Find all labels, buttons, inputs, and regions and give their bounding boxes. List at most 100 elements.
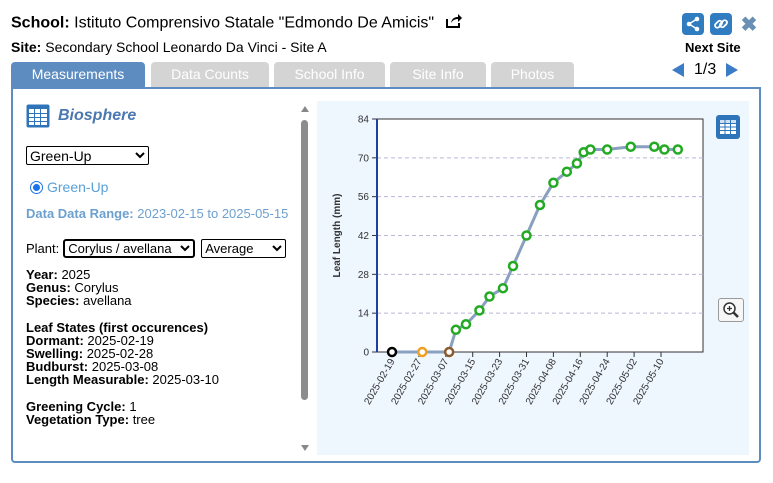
data-point [625, 141, 636, 152]
data-point [474, 305, 485, 316]
section-title: Biosphere [58, 107, 137, 124]
site-label: Site: [11, 39, 42, 55]
plant-row: Plant: Corylus / avellana Average [26, 239, 306, 258]
data-point [585, 144, 596, 155]
radio-button[interactable] [30, 180, 43, 194]
stat-select[interactable]: Average [201, 239, 287, 258]
link-icon[interactable] [710, 13, 732, 35]
cycle-info: Greening Cycle: 1 Vegetation Type: tree [26, 400, 306, 426]
y-tick-label: 28 [358, 270, 370, 281]
y-tick-label: 0 [363, 348, 369, 359]
y-tick-label: 56 [358, 192, 370, 203]
close-icon[interactable]: ✖ [740, 13, 758, 36]
greening-value: 1 [129, 399, 137, 414]
species-label: Species: [26, 293, 80, 308]
school-title: School: Istituto Comprensivo Statale "Ed… [11, 13, 463, 34]
plant-label: Plant: [26, 241, 60, 256]
greening-label: Greening Cycle: [26, 399, 126, 414]
dormant-label: Dormant: [26, 333, 84, 348]
data-point [649, 141, 660, 152]
data-point [507, 260, 519, 272]
green-up-radio[interactable]: Green-Up [30, 179, 306, 195]
section-header: Biosphere [26, 104, 306, 128]
scroll-thumb[interactable] [301, 120, 308, 400]
plant-select-value: Corylus / avellana [68, 241, 172, 256]
school-name: Istituto Comprensivo Statale "Edmondo De… [74, 14, 435, 32]
protocol-select-value: Green-Up [30, 147, 92, 164]
prev-arrow-icon[interactable] [672, 63, 684, 77]
veg-value: tree [132, 412, 156, 427]
length-value: 2025-03-10 [152, 372, 219, 387]
y-tick-label: 84 [358, 115, 370, 126]
tab-photos[interactable]: Photos [491, 62, 574, 87]
date-range-label: Data Data Range: [26, 206, 134, 221]
site-title: Site: Secondary School Leonardo Da Vinci… [11, 39, 327, 55]
genus-value: Corylus [74, 280, 119, 295]
date-range: Data Data Range: 2023-02-15 to 2025-05-1… [26, 203, 306, 225]
data-point [417, 346, 428, 358]
data-point [484, 291, 495, 302]
scroll-down-icon[interactable] [300, 445, 309, 451]
measurements-panel: Biosphere Green-Up Green-Up Data Data Ra… [11, 87, 761, 463]
date-range-value: 2023-02-15 to 2025-05-15 [137, 206, 289, 221]
protocol-select[interactable]: Green-Up [26, 146, 149, 165]
site-name: Secondary School Leonardo Da Vinci - Sit… [45, 39, 327, 55]
y-tick-label: 70 [358, 153, 370, 164]
leaf-states-title: Leaf States (first occurences) [26, 320, 209, 335]
budburst-value: 2025-03-08 [91, 359, 159, 374]
y-tick-label: 42 [358, 231, 370, 242]
length-label: Length Measurable: [26, 372, 149, 387]
chart-area: 0 14 28 42 56 70 84 Leaf Length (mm) 2025-02-19 2… [317, 101, 749, 455]
top-actions: ✖ [682, 13, 760, 36]
tab-measurements[interactable]: Measurements [11, 62, 145, 87]
data-point [386, 346, 398, 358]
zoom-in-icon [723, 302, 739, 318]
data-point [561, 166, 573, 177]
swelling-label: Swelling: [26, 346, 84, 361]
veg-label: Vegetation Type: [26, 412, 130, 427]
year-label: Year: [26, 267, 58, 282]
stat-select-value: Average [205, 241, 254, 256]
genus-label: Genus: [26, 280, 71, 295]
budburst-label: Budburst: [26, 359, 89, 374]
swelling-value: 2025-02-28 [86, 346, 154, 361]
site-pager: 1/3 [672, 61, 739, 79]
chevron-down-icon [135, 152, 145, 159]
data-point [571, 158, 583, 169]
left-scrollbar[interactable] [300, 106, 309, 451]
share-icon[interactable] [682, 13, 704, 35]
table-icon [720, 120, 736, 134]
species-value: avellana [83, 293, 132, 308]
data-point [548, 177, 559, 189]
data-point [450, 324, 462, 336]
data-point [659, 144, 670, 155]
external-share-icon[interactable] [445, 13, 463, 34]
next-site-label: Next Site [685, 40, 741, 55]
chevron-down-icon [272, 245, 282, 252]
data-point [672, 144, 684, 155]
data-point [497, 282, 509, 294]
data-point [534, 199, 546, 211]
y-axis-label: Leaf Length (mm) [332, 194, 343, 278]
data-point [443, 346, 455, 358]
tab-site-info[interactable]: Site Info [390, 62, 486, 87]
tab-data-counts[interactable]: Data Counts [151, 62, 269, 87]
dormant-value: 2025-02-19 [87, 333, 154, 348]
left-info-column: Biosphere Green-Up Green-Up Data Data Ra… [26, 104, 306, 426]
plant-select[interactable]: Corylus / avellana [63, 239, 196, 258]
table-icon [26, 104, 50, 128]
data-point [601, 144, 613, 155]
school-label: School: [11, 14, 70, 32]
zoom-button[interactable] [718, 298, 744, 322]
tab-school-info[interactable]: School Info [274, 62, 385, 87]
page-indicator: 1/3 [694, 61, 717, 78]
data-table-button[interactable] [716, 115, 740, 139]
scroll-up-icon[interactable] [300, 106, 309, 112]
data-point [460, 319, 472, 330]
next-arrow-icon[interactable] [726, 63, 739, 77]
leaf-states: Leaf States (first occurences) Dormant: … [26, 321, 306, 386]
data-point [521, 230, 532, 241]
radio-label: Green-Up [47, 179, 109, 195]
y-tick-label: 14 [358, 309, 370, 320]
